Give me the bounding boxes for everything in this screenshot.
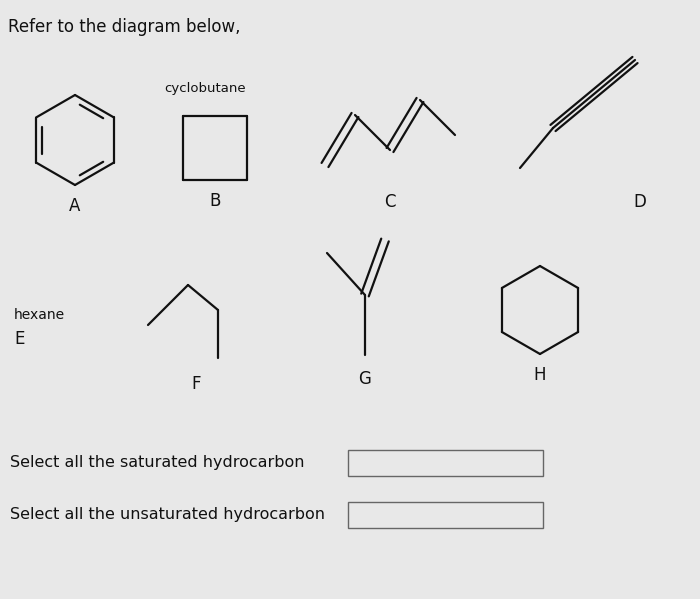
Text: B: B bbox=[209, 192, 220, 210]
Text: cyclobutane: cyclobutane bbox=[164, 82, 246, 95]
Text: Select all the unsaturated hydrocarbon: Select all the unsaturated hydrocarbon bbox=[10, 507, 325, 522]
FancyBboxPatch shape bbox=[348, 450, 543, 476]
Text: C: C bbox=[384, 193, 395, 211]
Text: G: G bbox=[358, 370, 372, 388]
Text: Select all the saturated hydrocarbon: Select all the saturated hydrocarbon bbox=[10, 455, 304, 470]
Text: A: A bbox=[69, 197, 80, 215]
Text: E: E bbox=[14, 330, 24, 348]
Text: hexane: hexane bbox=[14, 308, 65, 322]
Text: F: F bbox=[191, 375, 201, 393]
Text: Refer to the diagram below,: Refer to the diagram below, bbox=[8, 18, 241, 36]
FancyBboxPatch shape bbox=[348, 502, 543, 528]
Text: H: H bbox=[533, 366, 546, 384]
Text: D: D bbox=[634, 193, 646, 211]
